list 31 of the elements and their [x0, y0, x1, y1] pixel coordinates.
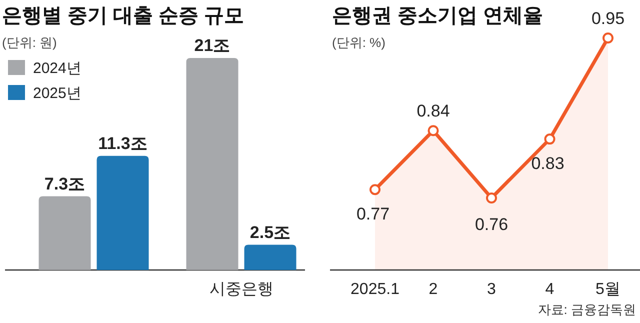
data-label: 0.84 [416, 102, 450, 121]
bar [186, 58, 238, 270]
chart-title: 은행별 중기 대출 순증 규모 [2, 5, 244, 27]
data-label: 11.3조 [98, 134, 148, 153]
data-label: 7.3조 [44, 174, 86, 194]
annotation: 자료: 금융감독원 [538, 302, 636, 317]
bar [244, 244, 296, 270]
chart-title: 은행권 중소기업 연체율 [332, 5, 544, 27]
x-tick-label: 2 [428, 281, 438, 298]
legend-label: 2024년 [33, 60, 82, 77]
point [602, 32, 614, 44]
point [428, 125, 439, 136]
x-tick-label: 5월 [596, 281, 620, 298]
x-tick-label: 4 [545, 281, 554, 298]
bar [38, 196, 91, 270]
x-tick-label: 2025.1 [350, 281, 400, 298]
chart-subtitle: (단위: 원) [2, 35, 57, 50]
x-tick-label: 3 [487, 281, 496, 298]
x-tick-label: 시중은행 [209, 281, 274, 298]
chart-subtitle: (단위: %) [332, 35, 386, 50]
point [486, 192, 497, 204]
data-label: 21조 [194, 36, 230, 55]
legend-label: 2025년 [33, 85, 82, 102]
data-label: 0.76 [474, 215, 508, 234]
data-label: 0.95 [591, 9, 625, 28]
data-label: 2.5조 [250, 222, 291, 242]
data-label: 0.83 [531, 154, 564, 174]
data-label: 0.77 [356, 204, 390, 224]
point [544, 134, 556, 145]
bar [96, 156, 149, 270]
point [370, 184, 380, 196]
